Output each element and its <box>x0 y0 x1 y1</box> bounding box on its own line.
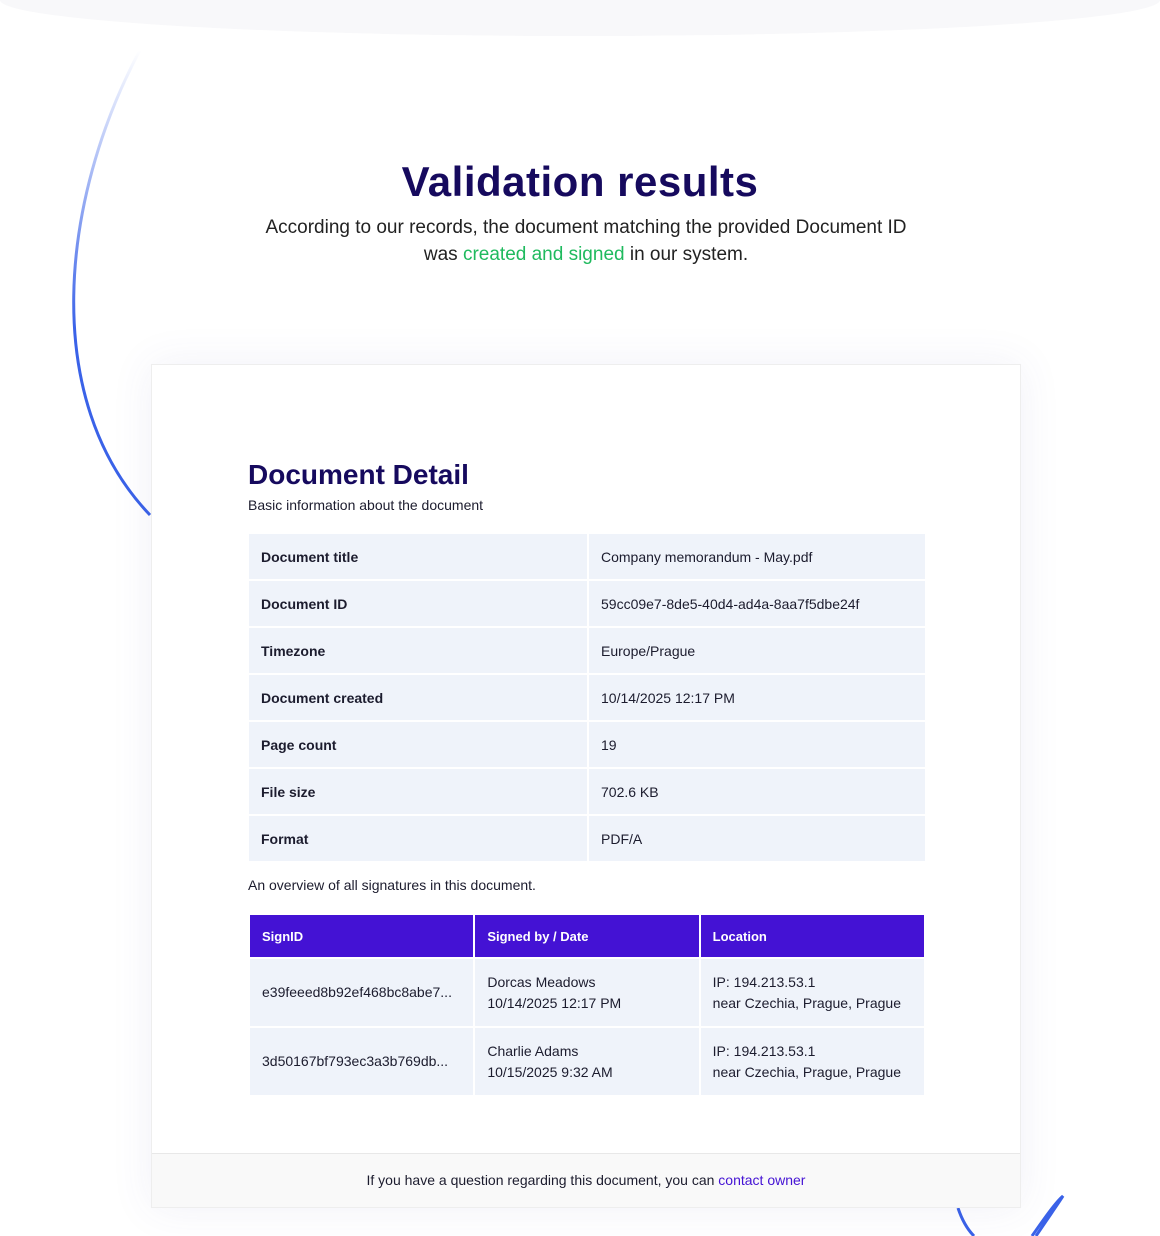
signatures-table: SignID Signed by / Date Location e39feee… <box>248 913 926 1097</box>
page-title: Validation results <box>401 158 759 205</box>
detail-value: Company memorandum - May.pdf <box>589 534 925 579</box>
signatures-overview: An overview of all signatures in this do… <box>248 877 536 893</box>
detail-value: 702.6 KB <box>589 769 925 814</box>
contact-owner-link[interactable]: contact owner <box>718 1172 806 1188</box>
signed-by: Charlie Adams 10/15/2025 9:32 AM <box>475 1028 699 1095</box>
detail-row: Document ID 59cc09e7-8de5-40d4-ad4a-8aa7f… <box>249 581 925 626</box>
column-header: Signed by / Date <box>475 915 699 957</box>
detail-key: File size <box>249 769 587 814</box>
footer: If you have a question regarding this do… <box>152 1153 1020 1207</box>
column-header: SignID <box>250 915 474 957</box>
detail-value: 19 <box>589 722 925 767</box>
detail-row: Timezone Europe/Prague <box>249 628 925 673</box>
detail-value: Europe/Prague <box>589 628 925 673</box>
document-card: Document Detail Basic information about … <box>151 364 1021 1208</box>
subtitle-text-end: in our system. <box>624 244 749 265</box>
detail-row: File size 702.6 KB <box>249 769 925 814</box>
detail-description: Basic information about the document <box>248 497 484 513</box>
ip-address: IP: 194.213.53.1 <box>712 1042 816 1059</box>
detail-value: 59cc09e7-8de5-40d4-ad4a-8aa7f5dbe24f <box>589 581 925 626</box>
sign-date: 10/14/2025 12:17 PM <box>487 994 622 1011</box>
detail-key: Document title <box>249 534 587 579</box>
detail-key: Document created <box>249 675 587 720</box>
detail-row: Page count 19 <box>249 722 925 767</box>
ip-address: IP: 194.213.53.1 <box>712 973 816 990</box>
sign-date: 10/15/2025 9:32 AM <box>487 1063 613 1080</box>
table-row: e39feeed8b92ef468bc8abe7... Dorcas Meadow… <box>250 959 924 1026</box>
detail-table: Document title Company memorandum - May.p… <box>247 532 927 863</box>
location-text: near Czechia, Prague, Prague <box>712 994 901 1011</box>
subtitle-text: According to our records, the document m… <box>265 217 907 265</box>
detail-value: 10/14/2025 12:17 PM <box>589 675 925 720</box>
detail-key: Document ID <box>249 581 587 626</box>
detail-key: Page count <box>249 722 587 767</box>
page-subtitle: According to our records, the document m… <box>250 214 922 268</box>
detail-row: Document title Company memorandum - May.p… <box>249 534 925 579</box>
signer-name: Charlie Adams <box>487 1042 579 1059</box>
sign-id: e39feeed8b92ef468bc8abe7... <box>250 959 474 1026</box>
signer-name: Dorcas Meadows <box>487 973 596 990</box>
detail-value: PDF/A <box>589 816 925 861</box>
detail-row: Document created 10/14/2025 12:17 PM <box>249 675 925 720</box>
detail-key: Format <box>249 816 587 861</box>
location: IP: 194.213.53.1 near Czechia, Prague, Pr… <box>700 959 924 1026</box>
location: IP: 194.213.53.1 near Czechia, Prague, Pr… <box>700 1028 924 1095</box>
status-highlight: created and signed <box>462 244 625 265</box>
table-row: 3d50167bf793ec3a3b769db... Charlie Adams 1… <box>250 1028 924 1095</box>
column-header: Location <box>700 915 924 957</box>
footer-text: If you have a question regarding this do… <box>366 1172 719 1188</box>
detail-key: Timezone <box>249 628 587 673</box>
location-text: near Czechia, Prague, Prague <box>712 1063 901 1080</box>
detail-row: Format PDF/A <box>249 816 925 861</box>
sign-id: 3d50167bf793ec3a3b769db... <box>250 1028 474 1095</box>
detail-title: Document Detail <box>248 459 469 490</box>
signed-by: Dorcas Meadows 10/14/2025 12:17 PM <box>475 959 699 1026</box>
